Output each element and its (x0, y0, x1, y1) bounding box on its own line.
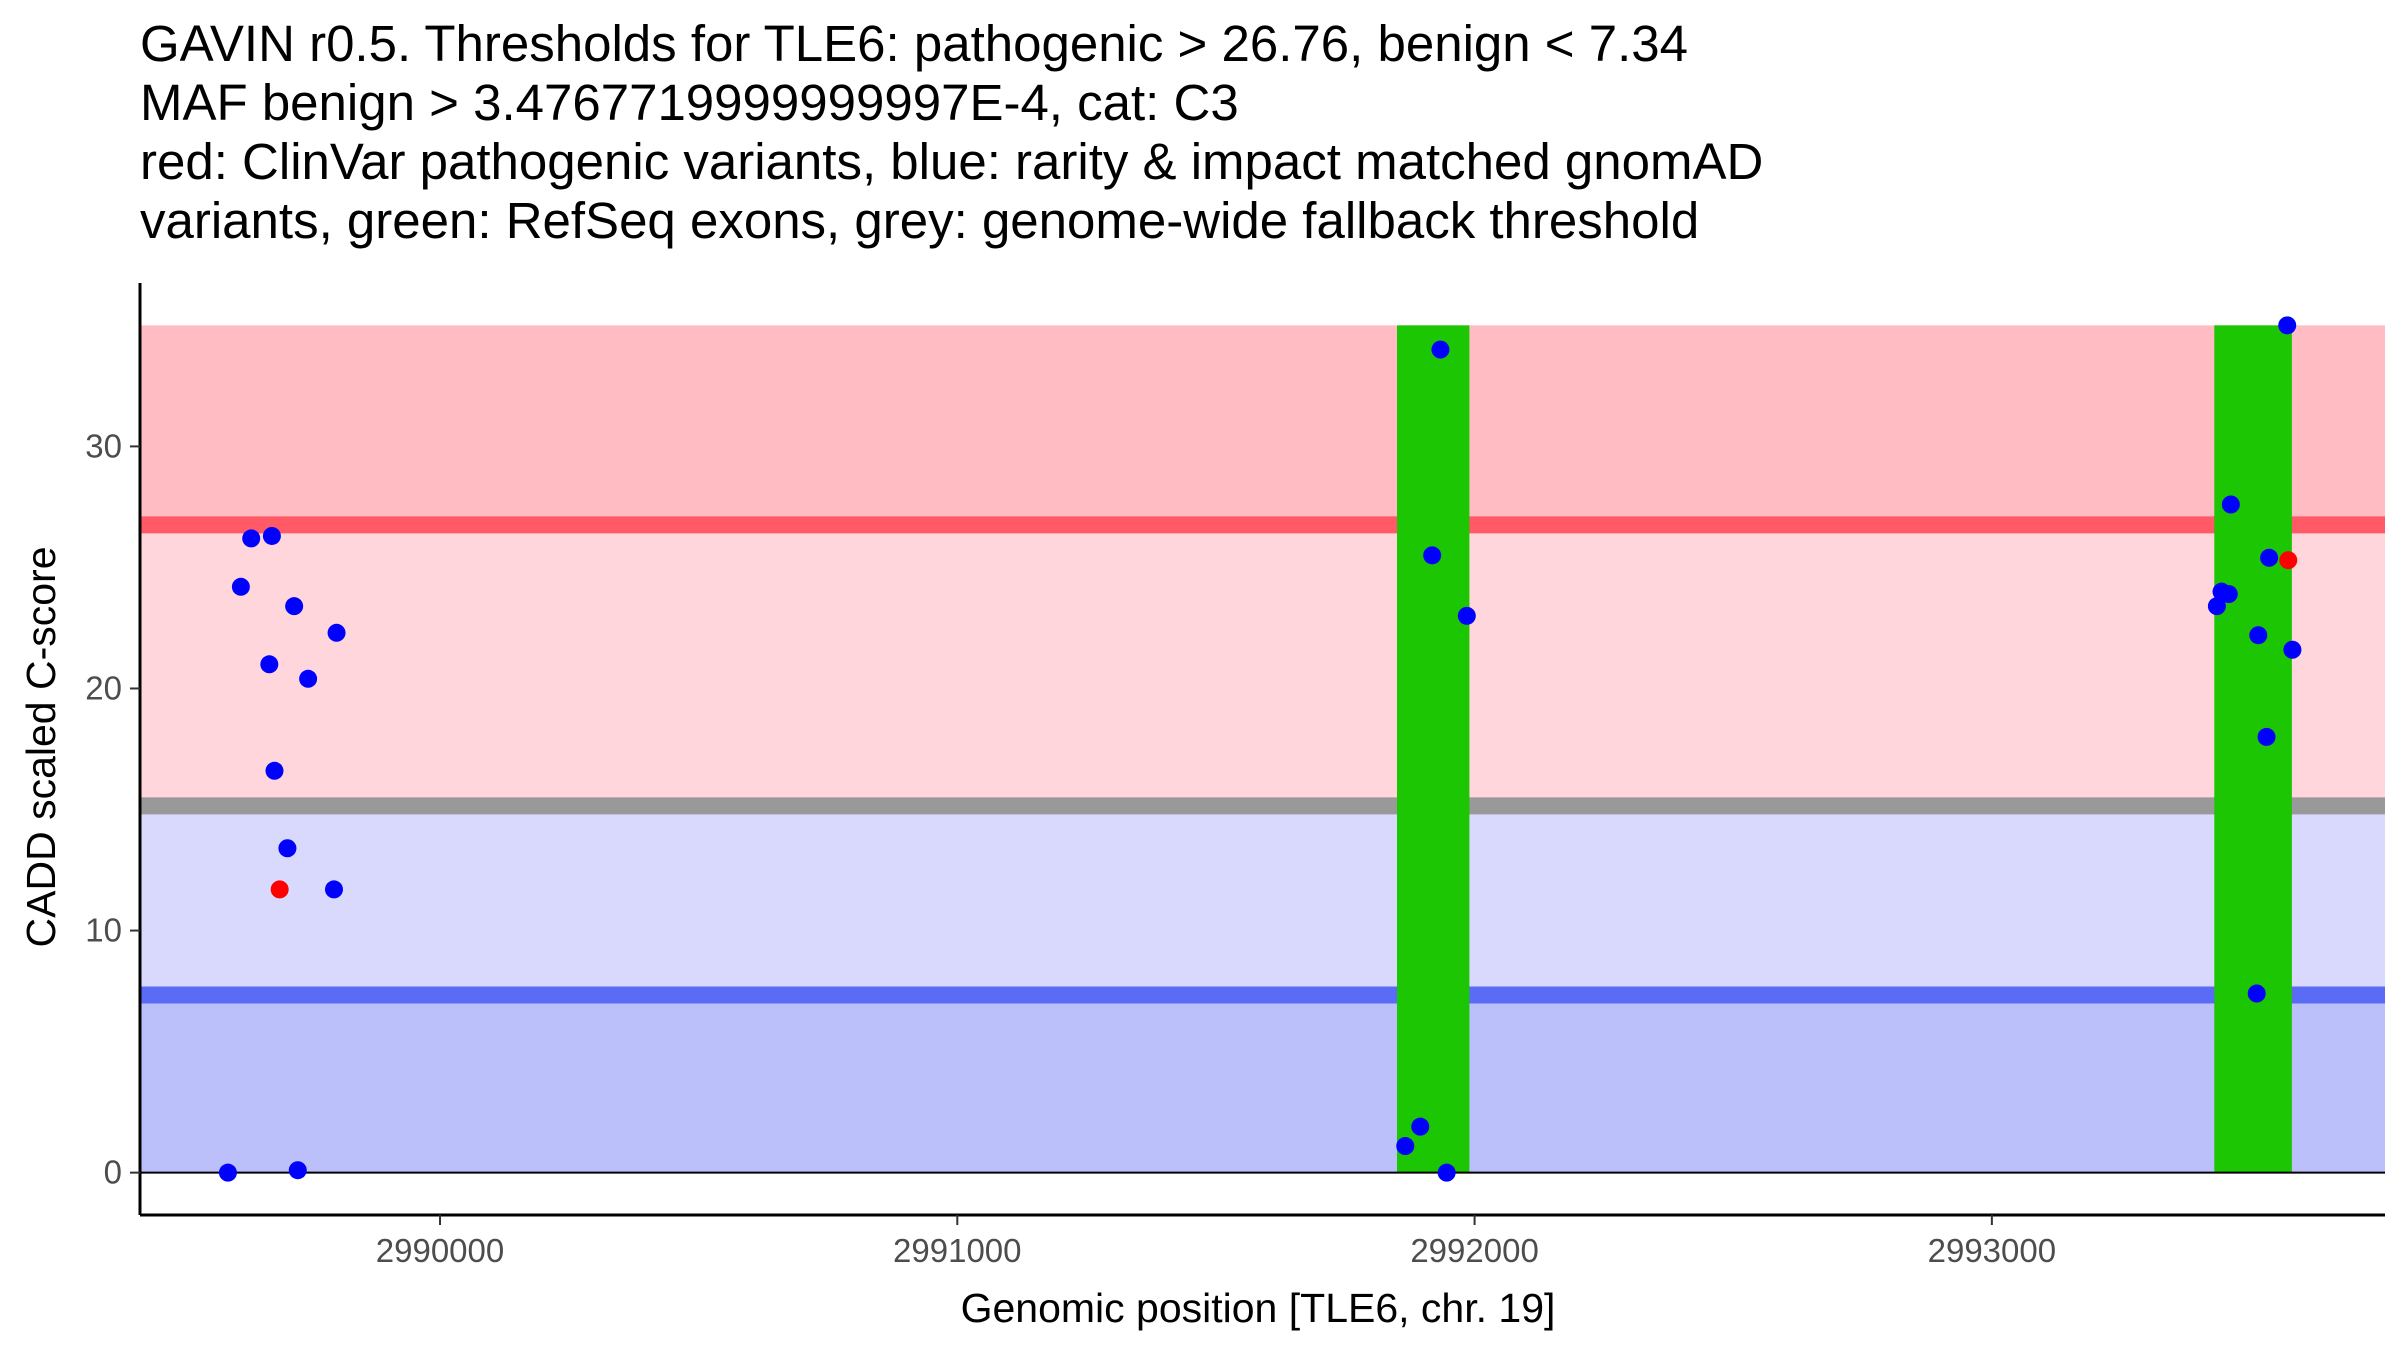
uncertain-upper-zone (140, 524, 2385, 806)
y-tick-label: 10 (85, 912, 122, 949)
x-tick-label: 2991000 (893, 1232, 1021, 1269)
x-tick-label: 2992000 (1410, 1232, 1538, 1269)
gnomad-variant-point-19 (2207, 597, 2226, 616)
y-tick-label: 0 (104, 1154, 122, 1191)
clinvar-variant-point-1 (270, 880, 289, 899)
y-tick-label: 20 (85, 669, 122, 706)
gnomad-variant-point-5 (260, 655, 279, 674)
gnomad-variant-point-23 (2247, 984, 2266, 1003)
gnomad-variant-point-3 (242, 529, 261, 548)
gnomad-variant-point-14 (1411, 1117, 1430, 1136)
gnomad-variant-point-26 (2260, 548, 2279, 567)
exon-bar-2 (2214, 325, 2292, 1173)
background-bands (140, 325, 2385, 1173)
title-line-2: MAF benign > 3.4767719999999997E-4, cat:… (140, 74, 1239, 131)
gnomad-variant-point-2 (231, 577, 250, 596)
gnomad-variant-point-21 (2219, 585, 2238, 604)
title-line-3: red: ClinVar pathogenic variants, blue: … (140, 133, 1764, 190)
gnomad-variant-point-27 (2278, 316, 2297, 335)
x-axis-title: Genomic position [TLE6, chr. 19] (961, 1285, 1556, 1331)
axes: 2990000 2991000 2992000 2993000 0 10 20 30 (85, 283, 2385, 1269)
gnomad-variant-point-7 (278, 839, 297, 858)
gnomad-variant-point-15 (1423, 546, 1442, 565)
gnomad-variant-point-11 (324, 880, 343, 899)
gnomad-variant-point-25 (2257, 727, 2276, 746)
benign-zone (140, 994, 2385, 1173)
gnomad-variant-point-1 (218, 1163, 237, 1182)
gnomad-variant-point-6 (265, 761, 284, 780)
x-tick-label: 2993000 (1928, 1232, 2056, 1269)
gnomad-variant-point-10 (299, 669, 318, 688)
gnomad-variant-point-18 (1457, 606, 1476, 625)
gnomad-variant-point-9 (288, 1161, 307, 1180)
gnomad-variant-point-12 (327, 623, 346, 642)
gnomad-variant-point-28 (2283, 640, 2302, 659)
gnomad-variant-point-4 (262, 526, 281, 545)
gnomad-variant-point-16 (1431, 340, 1450, 359)
exon-bar-1 (1396, 325, 1470, 1173)
title-line-1: GAVIN r0.5. Thresholds for TLE6: pathoge… (140, 15, 1689, 72)
x-tick-label: 2990000 (376, 1232, 504, 1269)
title-line-4: variants, green: RefSeq exons, grey: gen… (140, 192, 1700, 249)
y-axis-title: CADD scaled C-score (18, 547, 64, 948)
gnomad-variant-point-24 (2249, 626, 2268, 645)
gnomad-variant-point-17 (1437, 1163, 1456, 1182)
uncertain-lower-zone (140, 805, 2385, 995)
exon-bars (1396, 325, 2292, 1173)
threshold-lines (140, 516, 2385, 1004)
gnomad-variant-point-8 (285, 597, 304, 616)
clinvar-variant-point-2 (2279, 551, 2298, 570)
chart-title: GAVIN r0.5. Thresholds for TLE6: pathoge… (140, 14, 1763, 250)
y-tick-label: 30 (85, 427, 122, 464)
gnomad-variant-point-22 (2221, 495, 2240, 514)
pathogenic-zone (140, 325, 2385, 525)
data-points (218, 316, 2302, 1182)
gnomad-variant-point-13 (1396, 1137, 1415, 1156)
